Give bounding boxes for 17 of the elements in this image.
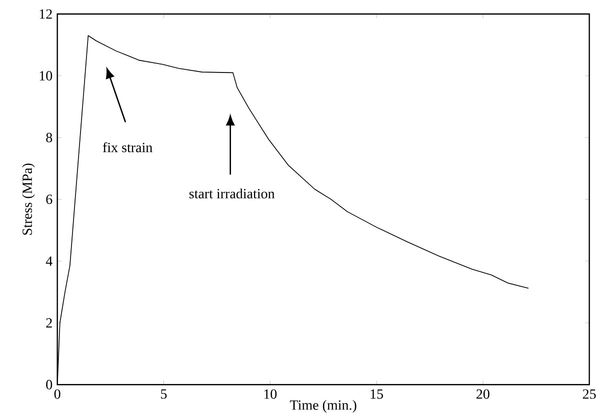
y-axis-title: Stress (MPa) [22, 164, 35, 235]
x-tick-label: 20 [476, 389, 490, 399]
x-tick-label: 5 [161, 389, 167, 399]
y-tick-label: 4 [46, 256, 52, 266]
y-tick-label: 6 [46, 194, 52, 204]
y-tick-label: 10 [40, 71, 52, 81]
x-tick-label: 25 [582, 389, 596, 399]
x-tick-label: 15 [370, 389, 383, 399]
y-tick-label: 8 [46, 132, 52, 142]
annotation: start irradiation [189, 188, 275, 198]
annotation: fix strain [102, 142, 152, 152]
y-tick-label: 0 [46, 380, 52, 390]
x-tick-label: 10 [264, 389, 277, 399]
x-tick-label: 0 [54, 389, 60, 399]
x-axis-title: Time (min.) [290, 400, 356, 413]
y-tick-label: 2 [46, 318, 52, 328]
y-tick-label: 12 [40, 9, 52, 19]
